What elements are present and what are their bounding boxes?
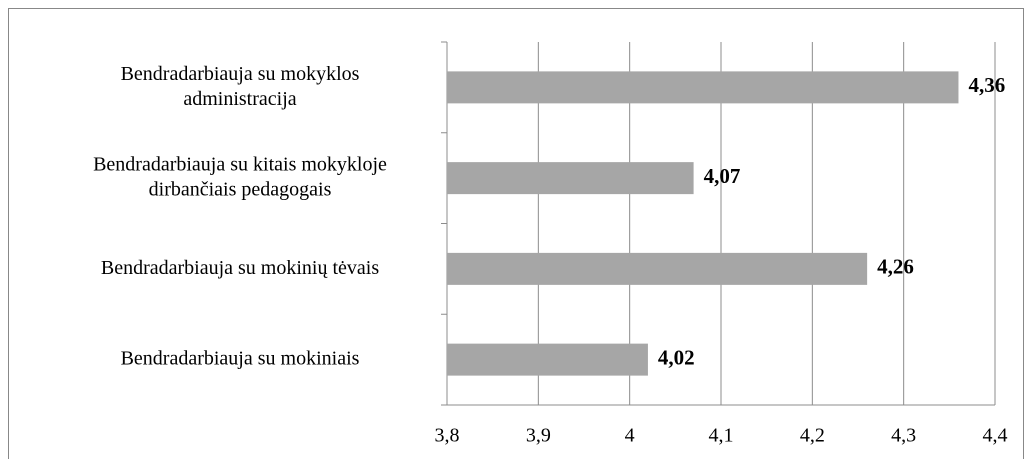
x-tick-label: 4,1 bbox=[709, 425, 734, 447]
x-tick-label: 3,8 bbox=[435, 425, 460, 447]
category-label-line: administracija bbox=[183, 87, 296, 109]
category-label-line: Bendradarbiauja su mokiniais bbox=[121, 347, 360, 369]
category-label: Bendradarbiauja su mokyklos administracij… bbox=[121, 62, 360, 109]
value-label: 4,02 bbox=[658, 345, 695, 369]
value-label: 4,07 bbox=[704, 164, 741, 188]
category-label-line: dirbančiais pedagogais bbox=[149, 178, 332, 200]
x-tick-label: 4,4 bbox=[983, 425, 1008, 447]
bar bbox=[447, 71, 959, 104]
chart-border bbox=[8, 8, 1024, 459]
bar bbox=[447, 252, 868, 285]
value-label: 4,36 bbox=[968, 73, 1005, 97]
value-label: 4,26 bbox=[877, 255, 914, 279]
category-label-line: Bendradarbiauja su kitais mokykloje bbox=[93, 153, 387, 175]
bar bbox=[447, 162, 694, 195]
category-label: Bendradarbiauja su kitais mokykloje dirba… bbox=[93, 153, 387, 200]
x-tick-label: 3,9 bbox=[526, 425, 551, 447]
category-label-line: Bendradarbiauja su mokinių tėvais bbox=[101, 256, 379, 278]
category-label: Bendradarbiauja su mokiniais bbox=[121, 347, 360, 369]
category-label-line: Bendradarbiauja su mokyklos bbox=[121, 62, 360, 84]
bar bbox=[447, 343, 648, 376]
x-tick-label: 4 bbox=[625, 425, 635, 447]
x-tick-label: 4,3 bbox=[891, 425, 916, 447]
x-tick-label: 4,2 bbox=[800, 425, 825, 447]
category-label: Bendradarbiauja su mokinių tėvais bbox=[101, 256, 379, 278]
